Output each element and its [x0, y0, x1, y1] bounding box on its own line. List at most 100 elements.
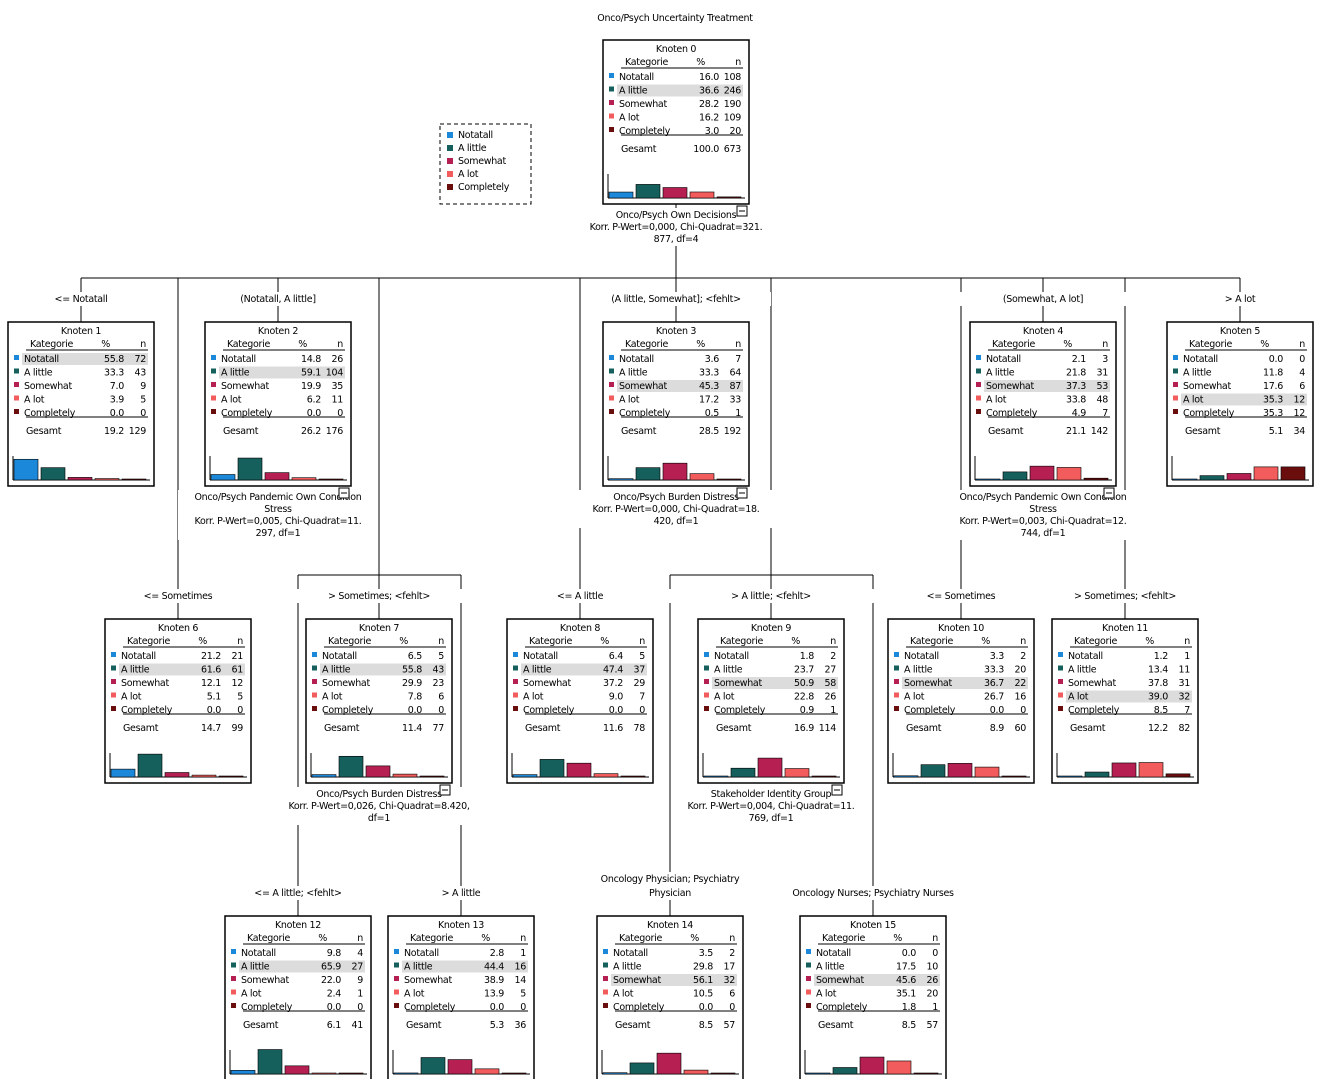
category-count: 48 [1097, 395, 1109, 406]
total-count: 192 [724, 426, 741, 437]
histogram-bar [1172, 478, 1198, 481]
category-swatch [609, 113, 614, 119]
category-label: A little [714, 665, 743, 676]
category-swatch [1173, 382, 1178, 387]
col-header-category: Kategorie [1074, 636, 1117, 647]
histogram-bar [393, 1072, 419, 1075]
branch-label-bg [575, 886, 765, 900]
col-header-category: Kategorie [247, 933, 290, 944]
branch-label-bg [676, 589, 866, 603]
category-swatch [394, 1003, 399, 1008]
histogram-bar [210, 474, 236, 481]
split-label-line: Korr. P-Wert=0,005, Chi-Quadrat=11. [195, 516, 362, 527]
branch-label-7: > Sometimes; <fehlt> [284, 589, 474, 603]
total-percent: 11.4 [402, 723, 422, 734]
category-percent: 44.4 [484, 962, 504, 973]
split-label-line: 744, df=1 [1021, 528, 1066, 539]
tree-node-0: Knoten 0 Kategorie% n Notatall 16.0 108 A litt… [602, 39, 750, 217]
total-count: 142 [1091, 426, 1108, 437]
category-label: Completely [816, 1002, 868, 1013]
category-swatch [211, 355, 216, 360]
total-count: 176 [326, 426, 343, 437]
category-count: 0 [237, 705, 243, 716]
histogram-bar [264, 472, 290, 481]
node-border [602, 321, 750, 487]
category-swatch [603, 976, 608, 981]
category-percent: 1.8 [800, 651, 814, 662]
total-percent: 5.3 [490, 1020, 504, 1031]
category-percent: 5.1 [207, 692, 221, 703]
category-swatch [1173, 368, 1178, 374]
node-border [969, 321, 1117, 487]
category-label: Completely [1183, 408, 1235, 419]
category-count: 29 [634, 678, 646, 689]
histogram-bar [419, 775, 445, 778]
category-count: 108 [724, 72, 741, 83]
total-percent: 8.5 [902, 1020, 916, 1031]
category-swatch [211, 395, 216, 401]
category-count: 33 [730, 395, 742, 406]
col-header-percent: % [1145, 636, 1154, 647]
split-label-line: Onco/Psych Burden Distress [316, 789, 442, 800]
category-count: 246 [724, 86, 741, 97]
category-label: A little [322, 665, 351, 676]
legend-item: A little [458, 143, 487, 154]
branch-label-line: <= A little; <fehlt> [254, 888, 341, 899]
split-label-line: 420, df=1 [654, 516, 699, 527]
tree-node-11: Knoten 11 Kategorie% n Notatall 1.2 1 A little… [1051, 618, 1199, 784]
category-count: 11 [332, 395, 344, 406]
branch-label-15: Oncology Nurses; Psychiatry Nurses [778, 886, 968, 900]
total-percent: 100.0 [693, 144, 719, 155]
split-label-line: Korr. P-Wert=0,026, Chi-Quadrat=8.420, [288, 801, 469, 812]
category-count: 1 [932, 1002, 938, 1013]
category-percent: 3.6 [705, 354, 719, 365]
total-label: Gesamt [818, 1020, 854, 1031]
category-swatch [704, 692, 709, 698]
histogram-bar [656, 1052, 682, 1075]
category-percent: 37.3 [1066, 381, 1086, 392]
category-swatch [211, 368, 216, 374]
branch-label-8: <= A little [485, 589, 675, 603]
category-swatch [976, 409, 981, 414]
category-percent: 16.2 [699, 113, 719, 124]
tree-node-5: Knoten 5 Kategorie% n Notatall 0.0 0 A little 1… [1166, 321, 1314, 487]
histogram-bar [1083, 477, 1109, 481]
total-count: 673 [724, 144, 741, 155]
category-swatch [603, 962, 608, 968]
legend-swatch [447, 132, 453, 138]
branch-label-12: <= A little; <fehlt> [203, 886, 393, 900]
category-label: A little [221, 368, 250, 379]
histogram-bar [716, 196, 742, 199]
category-label: A little [523, 665, 552, 676]
col-header-category: Kategorie [822, 933, 865, 944]
histogram-bar [602, 1072, 628, 1075]
category-percent: 36.6 [699, 86, 719, 97]
category-label: A lot [619, 113, 640, 124]
total-percent: 19.2 [104, 426, 124, 437]
col-header-n: n [1102, 339, 1108, 350]
legend-swatch [447, 184, 453, 190]
category-percent: 0.0 [307, 408, 321, 419]
col-header-n: n [438, 636, 444, 647]
branch-label-line: Physician [649, 888, 691, 899]
modal-row-highlight [402, 960, 528, 973]
branch-label-line: <= Notatall [55, 294, 108, 305]
category-swatch [1173, 395, 1178, 401]
category-swatch [609, 382, 614, 387]
category-swatch [704, 679, 709, 684]
total-count: 57 [724, 1020, 736, 1031]
category-swatch [603, 949, 608, 954]
branch-label-bg [284, 589, 474, 603]
category-swatch [111, 652, 116, 657]
category-count: 7 [1184, 705, 1190, 716]
col-header-n: n [729, 933, 735, 944]
histogram-bar [164, 772, 190, 778]
tree-node-4: Knoten 4 Kategorie% n Notatall 2.1 3 A little 2… [969, 321, 1117, 499]
modal-row-highlight [1066, 690, 1192, 703]
histogram-bar [886, 1060, 912, 1075]
category-swatch [1173, 355, 1178, 360]
col-header-percent: % [600, 636, 609, 647]
category-count: 0 [140, 408, 146, 419]
col-header-category: Kategorie [992, 339, 1035, 350]
total-count: 99 [232, 723, 244, 734]
